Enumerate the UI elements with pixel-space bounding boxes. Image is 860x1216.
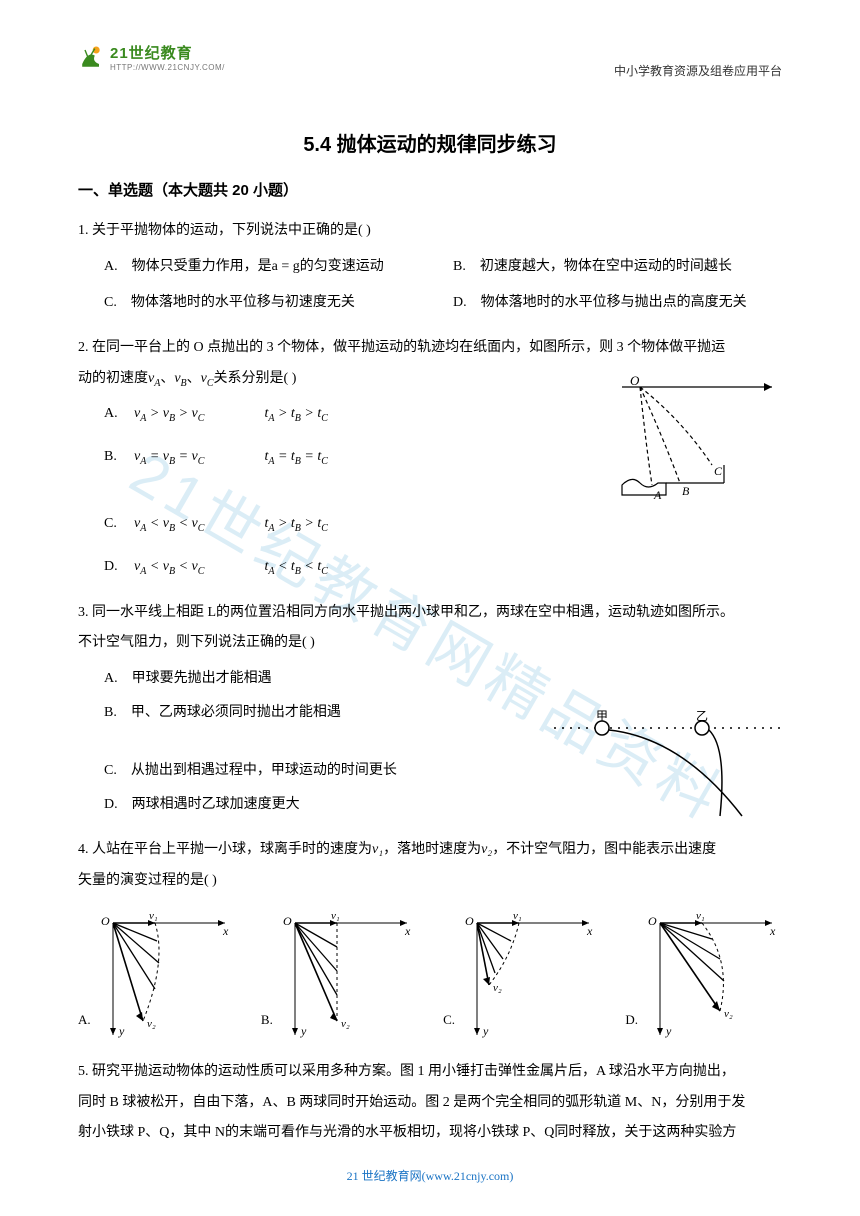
- svg-text:x: x: [404, 924, 411, 938]
- q3-stem-2: 不计空气阻力，则下列说法正确的是( ): [78, 628, 782, 659]
- svg-text:v₂: v₂: [493, 982, 502, 994]
- q4-diagram-a: O x y v₁ v₂: [95, 911, 235, 1041]
- svg-text:O: O: [648, 914, 657, 928]
- header-right-text: 中小学教育资源及组卷应用平台: [614, 62, 782, 79]
- q4-diagram-b: O x y v₁ v₂: [277, 911, 417, 1041]
- q2-opt-d: D.vA < vB < vCtA < tB < tC: [104, 553, 782, 582]
- svg-text:y: y: [665, 1024, 672, 1038]
- q4-opt-d: D. O x y v₁ v₂: [625, 911, 782, 1041]
- q5-stem-2: 同时 B 球被松开，自由下落，A、B 两球同时开始运动。图 2 是两个完全相同的…: [78, 1088, 782, 1119]
- q1-opt-b: B. 初速度越大，物体在空中运动的时间越长: [453, 253, 782, 281]
- svg-text:O: O: [283, 914, 292, 928]
- svg-text:v₁: v₁: [696, 911, 705, 922]
- logo-text-cn: 21世纪教育: [110, 42, 225, 63]
- q2-opt-c: C.vA < vB < vCtA > tB > tC: [104, 510, 782, 539]
- svg-text:v₁: v₁: [149, 911, 158, 922]
- section-heading: 一、单选题（本大题共 20 小题）: [78, 179, 782, 200]
- q4-stem-2: 矢量的演变过程的是( ): [78, 866, 782, 897]
- logo-icon: [78, 43, 106, 71]
- q2-label-c: C: [714, 464, 723, 478]
- q2-label-b: B: [682, 484, 690, 498]
- q3-stem-1: 3. 同一水平线上相距 L的两位置沿相同方向水平抛出两小球甲和乙，两球在空中相遇…: [78, 598, 782, 629]
- svg-text:x: x: [222, 924, 229, 938]
- q4-diagram-c: O x y v₁ v₂: [459, 911, 599, 1041]
- q3-right-label: 乙: [696, 709, 708, 723]
- svg-text:v₂: v₂: [147, 1018, 156, 1030]
- question-2: 2. 在同一平台上的 O 点抛出的 3 个物体，做平抛运动的轨迹均在纸面内，如图…: [78, 333, 782, 582]
- page-footer: 21 世纪教育网(www.21cnjy.com): [0, 1167, 860, 1184]
- q3-opt-a: A. 甲球要先抛出才能相遇: [104, 665, 782, 693]
- q3-left-label: 甲: [596, 709, 608, 723]
- page-title: 5.4 抛体运动的规律同步练习: [78, 128, 782, 157]
- q5-stem-1: 5. 研究平抛运动物体的运动性质可以采用多种方案。图 1 用小锤打击弹性金属片后…: [78, 1057, 782, 1088]
- svg-text:v₂: v₂: [724, 1008, 733, 1020]
- q1-stem: 1. 关于平抛物体的运动，下列说法中正确的是( ): [78, 216, 782, 247]
- q4-opt-b: B. O x y v₁ v₂: [261, 911, 417, 1041]
- question-3: 3. 同一水平线上相距 L的两位置沿相同方向水平抛出两小球甲和乙，两球在空中相遇…: [78, 598, 782, 820]
- q2-diagram: O A B C: [612, 375, 782, 505]
- site-logo: 21世纪教育 HTTP://WWW.21CNJY.COM/: [78, 42, 225, 72]
- q3-diagram: 甲 乙: [552, 708, 782, 818]
- question-5: 5. 研究平抛运动物体的运动性质可以采用多种方案。图 1 用小锤打击弹性金属片后…: [78, 1057, 782, 1149]
- svg-text:y: y: [482, 1024, 489, 1038]
- svg-text:v₂: v₂: [341, 1018, 350, 1030]
- q4-opt-a: A. O x y v₁ v₂: [78, 911, 235, 1041]
- q4-diagram-d: O x y v₁ v₂: [642, 911, 782, 1041]
- svg-text:v₁: v₁: [331, 911, 340, 922]
- q4-opt-c: C. O x y v₁ v₂: [443, 911, 599, 1041]
- svg-text:x: x: [769, 924, 776, 938]
- question-4: 4. 人站在平台上平抛一小球，球离手时的速度为v₁，落地时速度为v₂，不计空气阻…: [78, 835, 782, 1041]
- logo-text-en: HTTP://WWW.21CNJY.COM/: [110, 63, 225, 72]
- q1-opt-a: A. 物体只受重力作用，是a = g的匀变速运动: [104, 253, 433, 281]
- svg-text:O: O: [465, 914, 474, 928]
- svg-text:y: y: [300, 1024, 307, 1038]
- q4-stem-1: 4. 人站在平台上平抛一小球，球离手时的速度为v₁，落地时速度为v₂，不计空气阻…: [78, 835, 782, 866]
- svg-text:O: O: [101, 914, 110, 928]
- question-1: 1. 关于平抛物体的运动，下列说法中正确的是( ) A. 物体只受重力作用，是a…: [78, 216, 782, 317]
- svg-text:v₁: v₁: [513, 911, 522, 922]
- q5-stem-3: 射小铁球 P、Q，其中 N的末端可看作与光滑的水平板相切，现将小铁球 P、Q同时…: [78, 1118, 782, 1149]
- svg-text:x: x: [586, 924, 593, 938]
- svg-text:y: y: [118, 1024, 125, 1038]
- q1-opt-d: D. 物体落地时的水平位移与抛出点的高度无关: [453, 289, 782, 317]
- q2-label-a: A: [653, 488, 662, 502]
- q2-stem-1: 2. 在同一平台上的 O 点抛出的 3 个物体，做平抛运动的轨迹均在纸面内，如图…: [78, 333, 782, 364]
- q1-opt-c: C. 物体落地时的水平位移与初速度无关: [104, 289, 433, 317]
- q2-origin-label: O: [630, 375, 640, 388]
